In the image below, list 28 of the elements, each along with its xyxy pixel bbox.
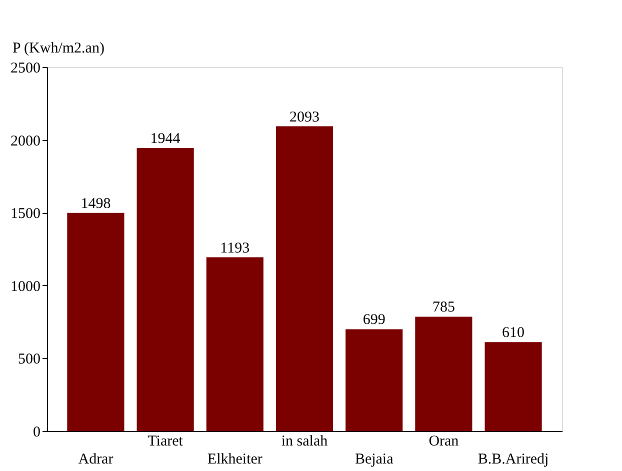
data-label: 699	[362, 312, 386, 328]
x-tick-label: in salah	[281, 434, 328, 450]
y-tick-label: 2500	[10, 60, 40, 76]
x-tick-label: B.B.Ariredj	[478, 452, 549, 468]
y-tick-label: 1000	[10, 278, 40, 295]
data-label: 1944	[150, 130, 181, 147]
y-tick-label: 1500	[10, 206, 40, 222]
bar	[484, 342, 542, 431]
bar	[136, 148, 194, 431]
data-label: 2093	[290, 109, 320, 126]
data-label: 610	[502, 325, 525, 342]
bar	[206, 257, 264, 431]
bar	[276, 126, 334, 431]
bar	[346, 329, 403, 431]
x-tick-label: Tiaret	[148, 434, 184, 450]
y-tick-label: 500	[18, 352, 40, 368]
x-tick-label: Adrar	[78, 452, 114, 468]
x-tick-label: Bejaia	[354, 452, 394, 468]
data-label: 785	[432, 300, 455, 316]
x-tick-label: Oran	[428, 434, 460, 450]
bar	[67, 212, 124, 431]
data-label: 1193	[220, 240, 250, 256]
y-axis-title: P (Kwh/m2.an)	[12, 40, 104, 56]
y-tick-label: 0	[33, 424, 40, 440]
x-tick-label: Elkheiter	[207, 452, 262, 468]
y-tick-label: 2000	[10, 133, 40, 150]
data-label: 1498	[80, 196, 111, 212]
bar	[415, 316, 472, 431]
